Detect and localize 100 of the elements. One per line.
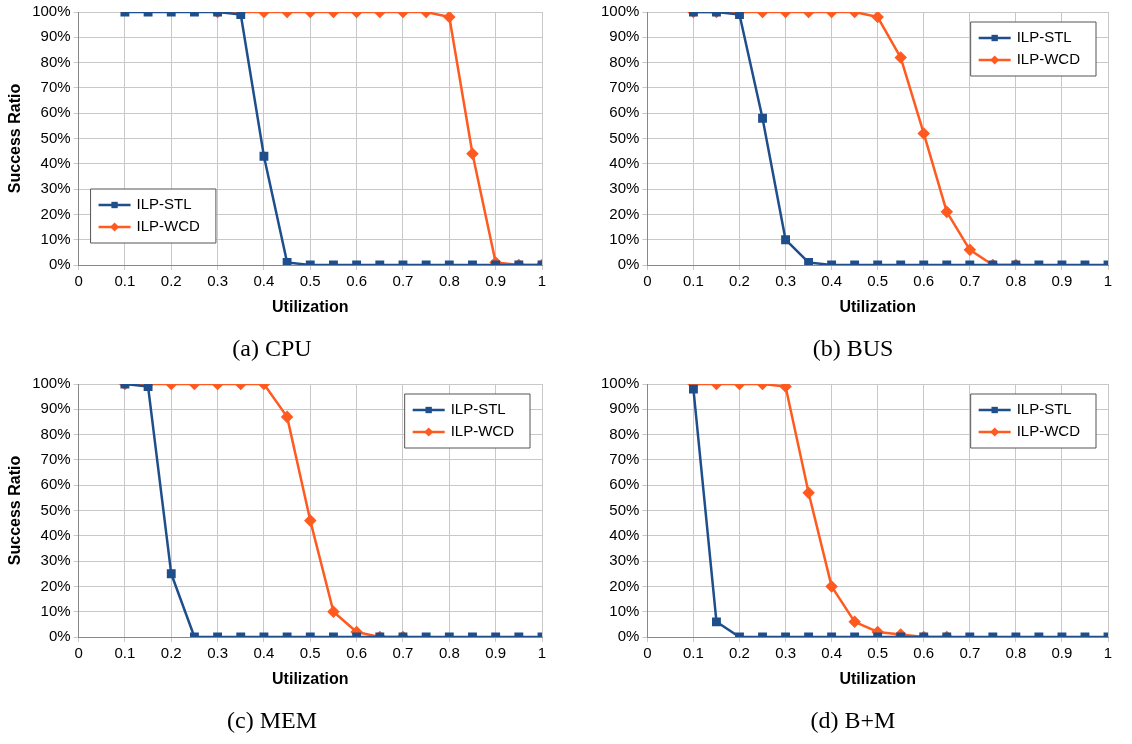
x-tick-label: 0.3 bbox=[775, 644, 796, 662]
y-tick-label: 30% bbox=[609, 179, 640, 197]
y-tick-label: 100% bbox=[32, 2, 71, 20]
y-tick-label: 50% bbox=[609, 128, 640, 146]
x-tick-label: 0.2 bbox=[160, 272, 182, 290]
y-tick-label: 20% bbox=[609, 204, 640, 222]
x-tick-label: 1 bbox=[537, 644, 547, 662]
x-tick-label: 0.9 bbox=[485, 644, 507, 662]
legend-label: ILP-WCD bbox=[1016, 422, 1081, 440]
x-axis-title: Utilization bbox=[272, 298, 349, 316]
y-tick-label: 40% bbox=[40, 525, 71, 543]
legend-label: ILP-WCD bbox=[450, 422, 515, 440]
x-tick-label: 0.6 bbox=[346, 644, 368, 662]
x-tick-label: 0.6 bbox=[913, 644, 935, 662]
text: (d) B+M bbox=[810, 706, 896, 733]
x-tick-label: 0.7 bbox=[959, 644, 981, 662]
x-tick-label: 0.2 bbox=[160, 644, 182, 662]
y-tick-label: 50% bbox=[40, 128, 71, 146]
x-tick-label: 0.1 bbox=[683, 644, 704, 662]
y-axis-title: Success Ratio bbox=[6, 83, 24, 194]
y-tick-label: 20% bbox=[40, 576, 71, 594]
y-tick-label: 80% bbox=[609, 52, 640, 70]
y-tick-label: 10% bbox=[40, 229, 71, 247]
x-tick-label: 0.4 bbox=[253, 272, 275, 290]
x-tick-label: 0.9 bbox=[485, 272, 507, 290]
y-tick-label: 70% bbox=[40, 78, 71, 96]
legend-label: ILP-STL bbox=[136, 195, 192, 213]
legend-label: ILP-WCD bbox=[136, 217, 201, 235]
text: (a) CPU bbox=[232, 334, 312, 361]
y-tick-label: 70% bbox=[609, 450, 640, 468]
x-tick-label: 1 bbox=[1103, 272, 1113, 290]
x-tick-label: 0 bbox=[643, 272, 652, 290]
y-tick-label: 70% bbox=[40, 450, 71, 468]
x-tick-label: 0.3 bbox=[775, 272, 796, 290]
y-tick-label: 10% bbox=[609, 229, 640, 247]
y-tick-label: 30% bbox=[40, 179, 71, 197]
x-tick-label: 0.4 bbox=[253, 644, 275, 662]
y-tick-label: 80% bbox=[40, 52, 71, 70]
y-tick-label: 0% bbox=[48, 255, 71, 273]
x-axis-title: Utilization bbox=[839, 670, 916, 688]
x-tick-label: 0.8 bbox=[438, 272, 460, 290]
y-tick-label: 20% bbox=[40, 204, 71, 222]
x-tick-label: 0.5 bbox=[299, 644, 321, 662]
y-tick-label: 20% bbox=[609, 576, 640, 594]
y-tick-label: 100% bbox=[32, 374, 71, 392]
x-tick-label: 0.1 bbox=[114, 644, 136, 662]
x-tick-label: 1 bbox=[537, 272, 547, 290]
y-tick-label: 0% bbox=[48, 627, 71, 645]
y-tick-label: 90% bbox=[609, 399, 640, 417]
x-tick-label: 0 bbox=[74, 644, 83, 662]
y-tick-label: 30% bbox=[609, 551, 640, 569]
x-tick-label: 0.7 bbox=[392, 644, 414, 662]
x-tick-label: 0.3 bbox=[207, 644, 229, 662]
x-tick-label: 0.7 bbox=[392, 272, 414, 290]
y-tick-label: 80% bbox=[609, 424, 640, 442]
y-axis-title: Success Ratio bbox=[6, 455, 24, 566]
x-tick-label: 0.8 bbox=[438, 644, 460, 662]
x-tick-label: 0.1 bbox=[114, 272, 136, 290]
x-tick-label: 0.1 bbox=[683, 272, 704, 290]
x-tick-label: 0.9 bbox=[1051, 272, 1073, 290]
x-tick-label: 0.8 bbox=[1005, 272, 1027, 290]
x-tick-label: 0.8 bbox=[1005, 644, 1027, 662]
x-tick-label: 0.2 bbox=[729, 644, 750, 662]
x-tick-label: 0.4 bbox=[821, 272, 843, 290]
y-tick-label: 50% bbox=[40, 500, 71, 518]
x-tick-label: 0 bbox=[643, 644, 652, 662]
x-tick-label: 0.9 bbox=[1051, 644, 1073, 662]
legend-label: ILP-STL bbox=[1016, 28, 1072, 46]
y-tick-label: 60% bbox=[609, 103, 640, 121]
x-axis-title: Utilization bbox=[839, 298, 916, 316]
y-tick-label: 30% bbox=[40, 551, 71, 569]
text: (b) BUS bbox=[812, 334, 894, 361]
legend-label: ILP-WCD bbox=[1016, 50, 1081, 68]
x-axis-title: Utilization bbox=[272, 670, 349, 688]
x-tick-label: 0.5 bbox=[867, 644, 889, 662]
y-tick-label: 0% bbox=[617, 255, 640, 273]
y-tick-label: 60% bbox=[40, 103, 71, 121]
y-tick-label: 80% bbox=[40, 424, 71, 442]
y-tick-label: 60% bbox=[40, 475, 71, 493]
x-tick-label: 0.6 bbox=[913, 272, 935, 290]
x-tick-label: 0.7 bbox=[959, 272, 981, 290]
x-tick-label: 0.6 bbox=[346, 272, 368, 290]
y-tick-label: 10% bbox=[40, 601, 71, 619]
y-tick-label: 100% bbox=[600, 374, 640, 392]
y-tick-label: 40% bbox=[40, 153, 71, 171]
legend-label: ILP-STL bbox=[450, 400, 506, 418]
y-tick-label: 40% bbox=[609, 153, 640, 171]
y-tick-label: 70% bbox=[609, 78, 640, 96]
x-tick-label: 1 bbox=[1103, 644, 1113, 662]
x-tick-label: 0.3 bbox=[207, 272, 229, 290]
x-tick-label: 0 bbox=[74, 272, 83, 290]
y-tick-label: 10% bbox=[609, 601, 640, 619]
y-tick-label: 90% bbox=[40, 27, 71, 45]
y-tick-label: 50% bbox=[609, 500, 640, 518]
legend-label: ILP-STL bbox=[1016, 400, 1072, 418]
y-tick-label: 100% bbox=[600, 2, 640, 20]
y-tick-label: 90% bbox=[609, 27, 640, 45]
text: (c) MEM bbox=[227, 706, 317, 733]
y-tick-label: 60% bbox=[609, 475, 640, 493]
x-tick-label: 0.2 bbox=[729, 272, 750, 290]
